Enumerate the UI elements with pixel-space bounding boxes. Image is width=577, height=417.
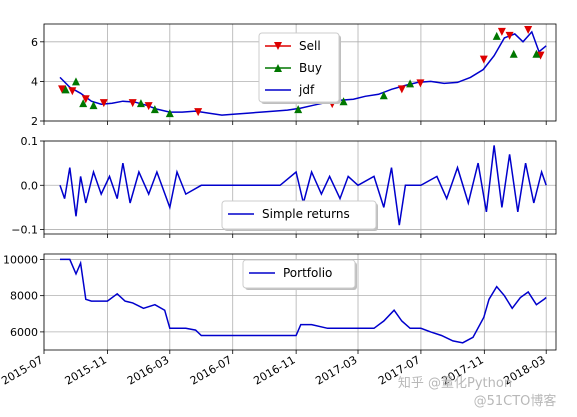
sell-marker [99, 99, 108, 108]
legend-label: Simple returns [262, 207, 350, 221]
sell-marker [416, 79, 425, 88]
watermark-line-2: @51CTO博客 [474, 393, 557, 409]
buy-marker [379, 91, 388, 100]
legend: Portfolio [242, 259, 357, 290]
buy-marker [89, 101, 98, 110]
buy-marker [509, 49, 518, 58]
buy-marker [532, 49, 541, 58]
legend-marker [274, 42, 282, 50]
x-tick-label: 2015-11 [63, 353, 109, 387]
y-tick-label: 6 [31, 36, 38, 49]
sell-marker [397, 85, 406, 94]
legend: Simple returns [221, 200, 378, 231]
buy-marker [339, 97, 348, 106]
buy-marker [61, 85, 70, 94]
series-line-simple-returns [59, 145, 547, 226]
sell-marker [497, 27, 506, 36]
sell-marker [479, 55, 488, 64]
plot-frame [43, 140, 557, 235]
sell-marker [194, 108, 203, 117]
x-tick-label: 2016-11 [251, 353, 297, 387]
buy-marker [136, 99, 145, 108]
y-tick-label: 6000 [10, 326, 38, 339]
sell-marker [524, 25, 533, 34]
chart-panel-3: 6000 8000 10000 Portfolio 2015-07 2015-11 2016… [0, 253, 557, 388]
legend: Sell Buy jdf [258, 32, 341, 104]
legend-box [258, 32, 340, 103]
x-tick-label: 2016-03 [125, 353, 171, 387]
buy-marker [79, 99, 88, 108]
sell-marker [144, 102, 153, 111]
legend-label: Portfolio [283, 266, 332, 280]
sell-marker [68, 87, 77, 96]
plot-frame [43, 253, 557, 351]
buy-marker [294, 105, 303, 114]
legend-label: Sell [299, 39, 321, 53]
y-tick-label: 4 [31, 75, 38, 88]
legend-marker [274, 64, 282, 72]
buy-marker [150, 105, 159, 114]
legend-label: jdf [298, 83, 315, 97]
y-tick-label: 10000 [3, 253, 38, 266]
x-tick-label: 2016-07 [188, 353, 234, 387]
legend-box [221, 200, 377, 230]
y-tick-label: 8000 [10, 290, 38, 303]
watermark-line-1: 知乎 @量化Python [398, 375, 512, 391]
y-tick-label: −0.1 [11, 224, 38, 237]
y-tick-label: 0.0 [21, 179, 39, 192]
chart-panel-2: −0.1 0.0 0.1 Simple returns [11, 135, 557, 238]
sell-marker [536, 51, 545, 60]
sell-marker [505, 31, 514, 40]
y-tick-label: 0.1 [21, 135, 39, 148]
chart-panel-1: 2 4 6 Sell Buy jdf [31, 23, 557, 128]
x-tick-label: 2017-03 [313, 353, 359, 387]
buy-marker [406, 79, 415, 88]
series-line-portfolio [60, 258, 547, 344]
plot-frame [43, 23, 557, 122]
buy-marker [71, 77, 80, 86]
sell-marker [128, 99, 137, 108]
legend-label: Buy [299, 61, 322, 75]
buy-marker [165, 109, 174, 118]
legend-box [242, 259, 356, 289]
x-tick-label: 2015-07 [0, 353, 45, 387]
y-tick-label: 2 [31, 115, 38, 128]
sell-marker [58, 85, 67, 94]
sell-marker [81, 95, 90, 104]
buy-marker [492, 31, 501, 40]
